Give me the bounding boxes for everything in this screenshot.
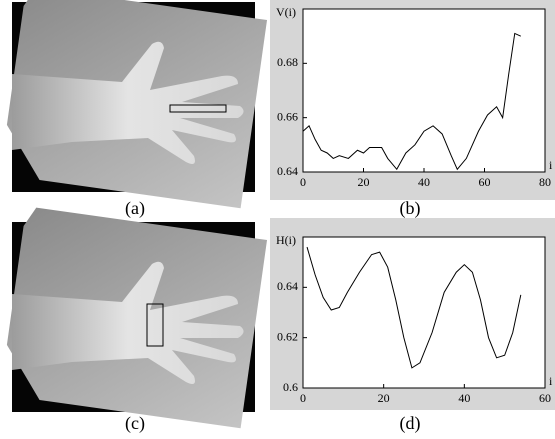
x-tick-label: 40 [458, 391, 470, 405]
photo [0, 206, 267, 428]
x-tick-label: 0 [300, 391, 306, 405]
x-tick-label: 80 [539, 175, 551, 189]
y-tick-label: 0.64 [277, 279, 298, 293]
y-tick-label: 0.66 [277, 109, 298, 123]
plot-area [303, 9, 545, 172]
x-tick-label: 0 [300, 175, 306, 189]
panel-label: (a) [125, 198, 145, 219]
x-tick-label: 60 [479, 175, 491, 189]
panel-label: (c) [125, 413, 145, 434]
x-tick-label: 40 [418, 175, 430, 189]
y-axis-label: H(i) [276, 233, 296, 247]
panel-label: (b) [400, 198, 421, 219]
panel-label: (d) [400, 413, 421, 434]
photo [0, 0, 267, 208]
x-tick-label: 20 [358, 175, 370, 189]
y-axis-label: V(i) [276, 5, 296, 19]
y-tick-label: 0.6 [283, 380, 298, 394]
plot-area [303, 237, 545, 388]
x-tick-label: 20 [378, 391, 390, 405]
x-tick-label: 60 [539, 391, 551, 405]
figure: (a) (c) 0.640.660.68020406080V(i)i(b)0.6… [0, 0, 555, 439]
y-tick-label: 0.64 [277, 164, 298, 178]
y-tick-label: 0.62 [277, 329, 298, 343]
y-tick-label: 0.68 [277, 55, 298, 69]
